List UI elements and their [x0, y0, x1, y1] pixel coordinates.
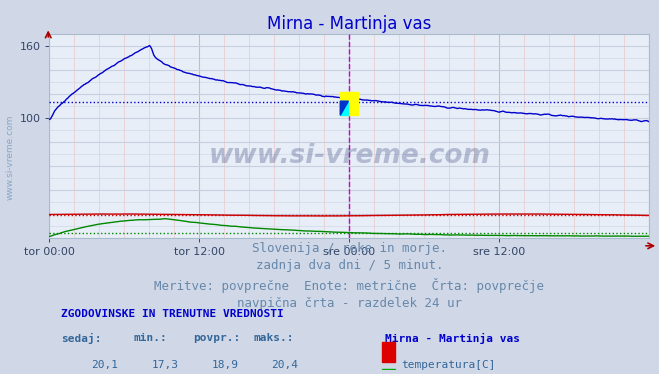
Text: povpr.:: povpr.:: [193, 333, 241, 343]
Polygon shape: [340, 101, 349, 115]
Bar: [340, 101, 349, 115]
Text: Mirna - Martinja vas: Mirna - Martinja vas: [386, 333, 520, 344]
Text: 20,4: 20,4: [272, 360, 299, 370]
Text: 20,1: 20,1: [92, 360, 119, 370]
Bar: [382, 369, 395, 374]
Text: min.:: min.:: [133, 333, 167, 343]
Text: sedaj:: sedaj:: [61, 333, 102, 344]
Text: maks.:: maks.:: [253, 333, 294, 343]
Text: ZGODOVINSKE IN TRENUTNE VREDNOSTI: ZGODOVINSKE IN TRENUTNE VREDNOSTI: [61, 309, 284, 319]
Text: www.si-vreme.com: www.si-vreme.com: [5, 114, 14, 200]
Bar: [340, 92, 358, 115]
Text: Slovenija / reke in morje.
zadnja dva dni / 5 minut.
Meritve: povprečne  Enote: : Slovenija / reke in morje. zadnja dva dn…: [154, 242, 544, 310]
Bar: [382, 343, 395, 362]
Text: temperatura[C]: temperatura[C]: [401, 360, 496, 370]
Text: 18,9: 18,9: [212, 360, 239, 370]
Title: Mirna - Martinja vas: Mirna - Martinja vas: [267, 15, 432, 34]
Text: www.si-vreme.com: www.si-vreme.com: [208, 143, 490, 169]
Text: 17,3: 17,3: [152, 360, 179, 370]
